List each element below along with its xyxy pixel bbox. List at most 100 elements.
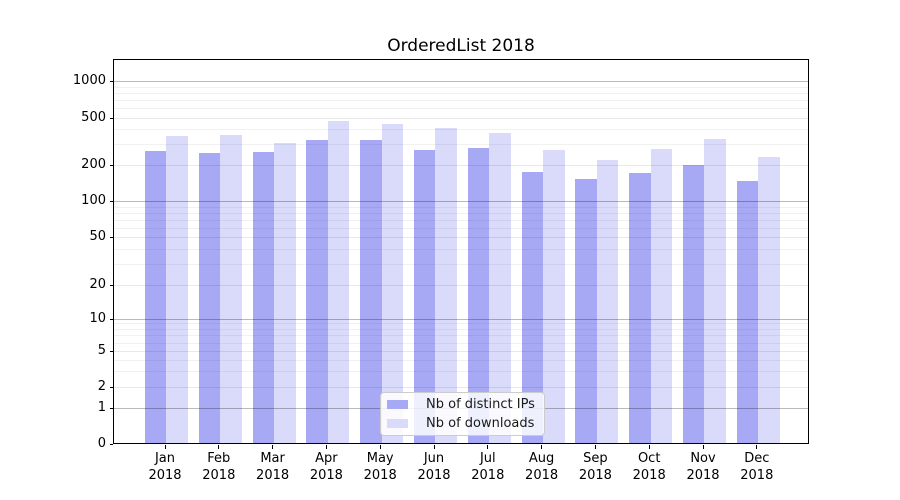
x-tick-apr — [325, 445, 327, 449]
legend-item-downloads: Nb of downloads — [387, 416, 544, 431]
x-tick-label-dec: Dec 2018 — [740, 451, 774, 483]
x-tick-jul — [487, 445, 489, 449]
gridline-100 — [114, 201, 808, 202]
gridline-30 — [114, 263, 808, 265]
y-tick-5 — [109, 351, 113, 352]
x-tick-feb — [218, 445, 220, 449]
x-tick-jan — [164, 445, 166, 449]
gridline-70 — [114, 219, 808, 221]
gridline-700 — [114, 99, 808, 101]
gridline-10 — [114, 318, 808, 320]
gridline-9 — [114, 323, 808, 325]
gridline-400 — [114, 129, 808, 131]
bar-nb-of-downloads-feb — [220, 134, 242, 443]
gridline-300 — [114, 144, 808, 145]
gridline-80 — [114, 212, 808, 214]
bar-nb-of-downloads-jul — [489, 133, 511, 443]
x-tick-jun — [433, 445, 435, 449]
bar-nb-of-distinct-ips-mar — [252, 152, 274, 443]
gridline-7 — [114, 335, 808, 337]
gridline-20 — [114, 285, 808, 286]
x-tick-label-mar: Mar 2018 — [256, 451, 290, 483]
x-tick-label-aug: Aug 2018 — [525, 451, 559, 483]
legend-swatch-distinct-ips — [387, 400, 408, 409]
bar-nb-of-downloads-nov — [704, 138, 726, 443]
y-tick-20 — [109, 285, 113, 286]
gridline-2 — [114, 386, 808, 388]
gridline-8 — [114, 329, 808, 330]
gridline-4 — [114, 359, 808, 361]
legend-swatch-downloads — [387, 419, 408, 428]
legend-item-distinct-ips: Nb of distinct IPs — [387, 397, 544, 412]
legend-label-distinct-ips: Nb of distinct IPs — [426, 397, 535, 412]
x-tick-label-feb: Feb 2018 — [202, 451, 236, 483]
bar-nb-of-distinct-ips-jul — [467, 148, 490, 443]
bar-nb-of-distinct-ips-sep — [575, 179, 597, 443]
bar-nb-of-distinct-ips-jun — [413, 149, 436, 443]
y-tick-label-20: 20 — [89, 277, 106, 292]
x-tick-label-apr: Apr 2018 — [309, 451, 343, 483]
y-tick-label-500: 500 — [81, 109, 106, 125]
gridline-600 — [114, 107, 808, 109]
x-tick-label-jul: Jul 2018 — [471, 451, 505, 483]
gridline-60 — [114, 227, 808, 229]
bar-nb-of-downloads-sep — [596, 160, 619, 443]
y-tick-label-1: 1 — [97, 400, 106, 415]
y-tick-0 — [109, 444, 113, 445]
y-tick-1 — [109, 408, 113, 409]
bar-nb-of-downloads-apr — [327, 120, 350, 443]
bar-nb-of-downloads-may — [381, 124, 404, 443]
gridline-90 — [114, 206, 808, 208]
bar-nb-of-distinct-ips-dec — [736, 181, 759, 443]
bar-nb-of-distinct-ips-oct — [629, 173, 651, 443]
chart-title: OrderedList 2018 — [387, 36, 535, 56]
gridline-5 — [114, 351, 808, 352]
y-tick-label-100: 100 — [81, 193, 106, 208]
plot-area: Nb of distinct IPs Nb of downloads — [113, 59, 809, 444]
y-tick-label-1000: 1000 — [72, 73, 106, 88]
gridline-800 — [114, 92, 808, 94]
x-tick-nov — [702, 445, 704, 449]
x-tick-may — [379, 445, 381, 449]
y-tick-10 — [109, 318, 113, 320]
legend: Nb of distinct IPs Nb of downloads — [380, 392, 545, 436]
bar-nb-of-downloads-dec — [758, 157, 780, 443]
bar-nb-of-downloads-jun — [435, 127, 457, 443]
bar-nb-of-downloads-jan — [166, 136, 188, 443]
bar-nb-of-distinct-ips-jan — [144, 151, 167, 443]
y-tick-50 — [109, 237, 113, 238]
bar-nb-of-distinct-ips-may — [360, 140, 382, 443]
gridline-40 — [114, 248, 808, 250]
bar-nb-of-distinct-ips-apr — [306, 140, 328, 443]
gridline-6 — [114, 342, 808, 344]
bar-nb-of-distinct-ips-feb — [198, 153, 221, 443]
gridline-1000 — [114, 81, 808, 82]
y-tick-label-200: 200 — [81, 157, 106, 172]
bar-nb-of-downloads-aug — [543, 150, 565, 443]
x-tick-aug — [541, 445, 543, 449]
gridline-50 — [114, 237, 808, 238]
gridline-900 — [114, 86, 808, 88]
x-tick-label-jan: Jan 2018 — [148, 451, 182, 483]
x-tick-label-may: May 2018 — [363, 451, 397, 483]
gridline-3 — [114, 370, 808, 372]
bar-nb-of-downloads-oct — [650, 149, 673, 443]
x-tick-label-oct: Oct 2018 — [632, 451, 666, 483]
y-tick-500 — [109, 117, 113, 119]
gridline-200 — [114, 165, 808, 166]
x-tick-label-nov: Nov 2018 — [686, 451, 720, 483]
x-tick-dec — [756, 445, 758, 449]
y-tick-label-10: 10 — [89, 310, 106, 326]
x-tick-oct — [648, 445, 650, 449]
x-tick-label-sep: Sep 2018 — [578, 451, 612, 483]
y-tick-2 — [109, 386, 113, 388]
y-tick-label-2: 2 — [97, 378, 106, 394]
bar-nb-of-downloads-mar — [274, 142, 296, 443]
bar-nb-of-distinct-ips-nov — [682, 164, 705, 443]
x-tick-sep — [594, 445, 596, 449]
y-tick-label-5: 5 — [97, 343, 106, 358]
x-tick-mar — [272, 445, 274, 449]
x-tick-label-jun: Jun 2018 — [417, 451, 451, 483]
y-tick-100 — [109, 201, 113, 202]
